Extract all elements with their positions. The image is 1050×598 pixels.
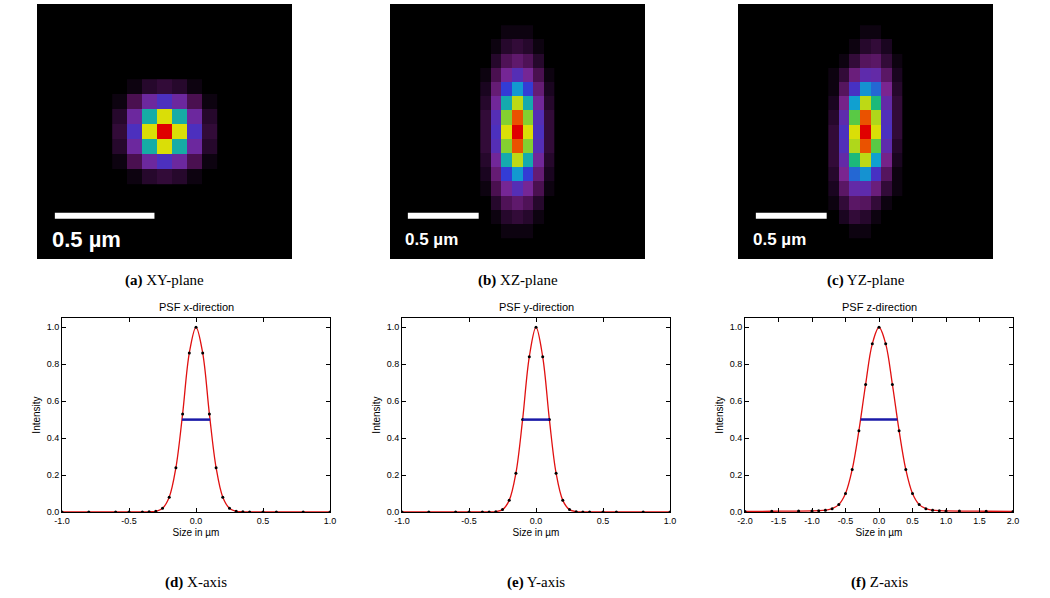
svg-text:0.2: 0.2 (47, 470, 60, 480)
svg-text:1.0: 1.0 (387, 322, 400, 332)
svg-text:0.5 µm: 0.5 µm (405, 230, 458, 249)
svg-text:0.4: 0.4 (47, 433, 60, 443)
svg-text:0.4: 0.4 (730, 433, 743, 443)
svg-text:PSF y-direction: PSF y-direction (499, 301, 574, 313)
svg-text:(f) Z-axis: (f) Z-axis (851, 574, 908, 591)
svg-text:0.0: 0.0 (873, 516, 886, 526)
svg-text:Intensity: Intensity (31, 396, 42, 433)
svg-text:0.8: 0.8 (387, 359, 400, 369)
svg-text:0.5 µm: 0.5 µm (52, 227, 121, 252)
svg-text:0.0: 0.0 (190, 516, 203, 526)
svg-text:(b) XZ-plane: (b) XZ-plane (478, 272, 558, 289)
svg-text:0.5: 0.5 (257, 516, 270, 526)
svg-text:-2.0: -2.0 (737, 516, 753, 526)
svg-text:2.0: 2.0 (1007, 516, 1020, 526)
svg-text:(d) X-axis: (d) X-axis (165, 574, 227, 591)
svg-text:0.6: 0.6 (387, 396, 400, 406)
svg-text:(a) XY-plane: (a) XY-plane (125, 272, 204, 289)
svg-text:1.0: 1.0 (940, 516, 953, 526)
svg-text:1.0: 1.0 (324, 516, 337, 526)
svg-text:0.6: 0.6 (730, 396, 743, 406)
svg-text:-0.5: -0.5 (461, 516, 477, 526)
svg-text:PSF z-direction: PSF z-direction (842, 301, 917, 313)
svg-text:0.5: 0.5 (906, 516, 919, 526)
svg-text:Intensity: Intensity (371, 396, 382, 433)
svg-text:Intensity: Intensity (714, 396, 725, 433)
svg-text:0.4: 0.4 (387, 433, 400, 443)
svg-text:0.2: 0.2 (387, 470, 400, 480)
svg-text:-1.5: -1.5 (771, 516, 787, 526)
svg-text:-0.5: -0.5 (838, 516, 854, 526)
svg-text:0.0: 0.0 (730, 507, 743, 517)
svg-text:(c) YZ-plane: (c) YZ-plane (827, 272, 905, 289)
svg-text:(e) Y-axis: (e) Y-axis (507, 574, 565, 591)
svg-text:0.2: 0.2 (730, 470, 743, 480)
svg-text:Size in µm: Size in µm (856, 527, 903, 538)
svg-text:Size in µm: Size in µm (173, 527, 220, 538)
svg-text:1.0: 1.0 (47, 322, 60, 332)
svg-text:1.5: 1.5 (973, 516, 986, 526)
svg-text:0.0: 0.0 (530, 516, 543, 526)
svg-text:Size in µm: Size in µm (513, 527, 560, 538)
svg-text:1.0: 1.0 (664, 516, 677, 526)
svg-text:0.8: 0.8 (47, 359, 60, 369)
svg-text:0.5: 0.5 (597, 516, 610, 526)
svg-text:0.5 µm: 0.5 µm (753, 230, 806, 249)
svg-text:0.0: 0.0 (387, 507, 400, 517)
svg-text:0.8: 0.8 (730, 359, 743, 369)
svg-text:-1.0: -1.0 (394, 516, 410, 526)
svg-text:1.0: 1.0 (730, 322, 743, 332)
svg-text:PSF x-direction: PSF x-direction (159, 301, 234, 313)
svg-text:0.0: 0.0 (47, 507, 60, 517)
svg-text:-1.0: -1.0 (54, 516, 70, 526)
svg-text:-0.5: -0.5 (121, 516, 137, 526)
svg-text:0.6: 0.6 (47, 396, 60, 406)
svg-text:-1.0: -1.0 (804, 516, 820, 526)
